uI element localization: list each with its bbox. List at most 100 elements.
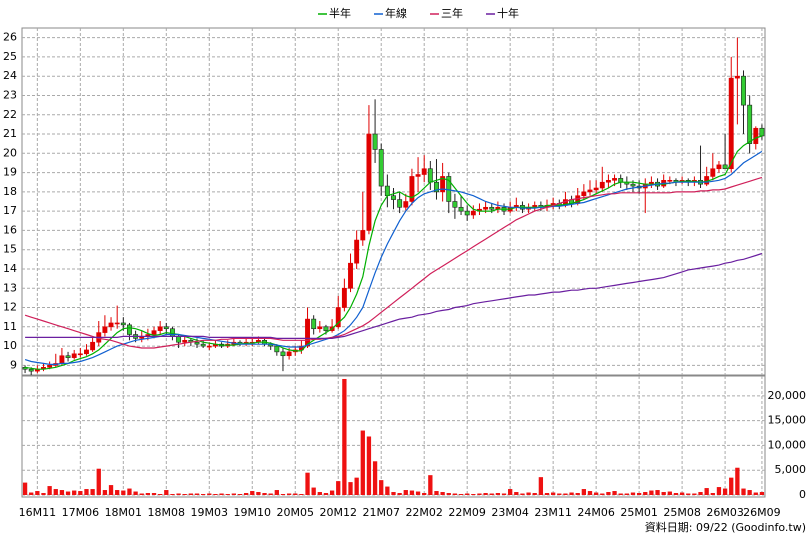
volume-bar	[342, 378, 347, 495]
y-tick-label: 20	[3, 146, 17, 159]
volume-bar	[409, 490, 415, 495]
volume-bar	[115, 490, 120, 495]
candle-body	[305, 318, 310, 347]
volume-bar	[22, 482, 28, 495]
volume-bar	[243, 493, 249, 495]
x-tick-label: 20M05	[277, 506, 315, 519]
candle-body	[593, 187, 599, 191]
y-tick-label: 9	[10, 358, 17, 371]
volume-bar	[280, 494, 286, 495]
volume-bar	[372, 461, 378, 495]
x-tick-label: 19M10	[234, 506, 272, 519]
volume-bar	[501, 493, 507, 495]
candle-body	[630, 183, 636, 187]
footer: 資料日期: 09/22 (Goodinfo.tw)	[645, 520, 806, 534]
volume-bar	[538, 477, 544, 495]
volume-bar	[47, 486, 52, 495]
volume-bar	[194, 493, 200, 495]
volume-bar	[440, 492, 445, 495]
volume-bar	[354, 477, 359, 495]
volume-bar	[532, 493, 537, 495]
volume-bar	[434, 491, 439, 495]
volume-bar	[317, 492, 322, 495]
volume-bar	[133, 491, 138, 495]
volume-panel	[21, 375, 766, 498]
candle-body	[722, 164, 728, 170]
volume-bar	[753, 492, 758, 495]
candle-body	[581, 191, 587, 197]
volume-bar	[661, 492, 666, 495]
candle-body	[391, 195, 396, 200]
candle-body	[458, 206, 464, 212]
y-tick-label: 14	[3, 262, 17, 275]
candle-body	[440, 176, 446, 193]
volume-bar	[673, 493, 679, 495]
volume-bar	[458, 494, 464, 495]
volume-bar	[90, 489, 95, 495]
candle-body	[108, 322, 114, 328]
x-tick-label: 25M08	[663, 506, 701, 519]
volume-bar	[704, 488, 709, 495]
volume-bar	[127, 488, 132, 495]
price-panel	[21, 27, 766, 376]
y-tick-label: 22	[3, 108, 17, 121]
volume-bar	[655, 490, 660, 495]
volume-bar	[520, 493, 525, 495]
y-tick-label: 11	[3, 320, 17, 333]
volume-bar	[286, 493, 292, 495]
candle-body	[102, 326, 108, 333]
volume-bar	[305, 472, 310, 495]
volume-bar	[237, 494, 243, 495]
candle-body	[366, 133, 372, 231]
volume-bar	[348, 482, 353, 495]
x-tick-label: 19M03	[191, 506, 229, 519]
candle-body	[489, 206, 495, 210]
volume-bar	[78, 491, 83, 495]
candle-body	[274, 345, 280, 353]
volume-bar	[329, 490, 335, 495]
volume-bar	[65, 491, 71, 495]
volume-tick-label: 0	[799, 488, 806, 501]
x-tick-label: 26M03	[706, 506, 744, 519]
candle-body	[415, 174, 421, 177]
y-tick-label: 17	[3, 204, 17, 217]
candle-body	[716, 164, 722, 170]
volume-bar	[581, 489, 587, 495]
candle-body	[71, 353, 77, 358]
volume-bar	[477, 493, 482, 495]
volume-bar	[624, 493, 629, 495]
candle-body	[747, 104, 753, 144]
legend-label: 十年	[497, 6, 519, 20]
volume-bar	[643, 492, 648, 495]
candle-body	[753, 127, 759, 144]
x-tick-label: 17M06	[62, 506, 100, 519]
volume-bar	[311, 487, 316, 495]
volume-bar	[182, 494, 187, 495]
volume-bar	[489, 493, 494, 495]
y-tick-label: 25	[3, 50, 17, 63]
volume-bar	[636, 493, 642, 495]
candle-body	[734, 75, 740, 79]
ma-line	[25, 252, 763, 339]
candle-body	[206, 345, 212, 348]
volume-bar	[225, 494, 230, 495]
volume-bar	[446, 493, 451, 495]
volume-bar	[59, 490, 65, 495]
volume-bar	[649, 490, 654, 495]
y-tick-label: 10	[3, 339, 17, 352]
volume-tick-label: 20,000	[768, 389, 807, 402]
volume-bar	[741, 488, 746, 495]
volume-bar	[514, 492, 519, 495]
volume-bar	[465, 493, 470, 495]
volume-bar	[336, 481, 341, 495]
volume-bar	[188, 493, 194, 495]
candle-body	[200, 343, 206, 347]
volume-bar	[35, 491, 40, 495]
x-tick-label: 23M04	[491, 506, 529, 519]
volume-bar	[219, 493, 224, 495]
candle-body	[77, 353, 83, 356]
candle-body	[348, 262, 353, 289]
volume-bar	[108, 485, 114, 495]
volume-bar	[563, 493, 568, 495]
